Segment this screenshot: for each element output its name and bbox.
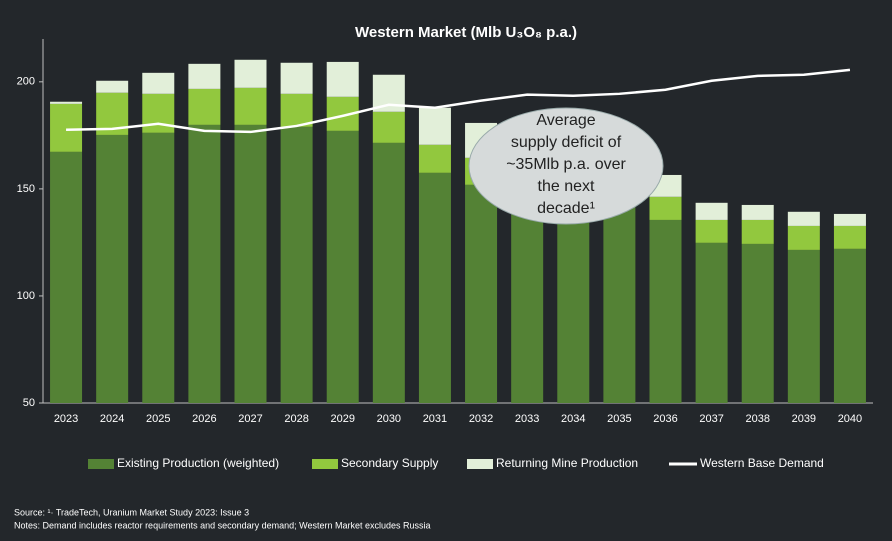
bar-segment xyxy=(649,219,682,403)
y-tick-label: 150 xyxy=(17,183,35,195)
footnote: Notes: Demand includes reactor requireme… xyxy=(14,520,431,530)
bar-segment xyxy=(695,219,728,243)
legend-swatch xyxy=(88,459,114,469)
bar-segment xyxy=(188,88,221,125)
footnote: Source: ¹· TradeTech, Uranium Market Stu… xyxy=(14,507,249,517)
bar-segment xyxy=(234,124,267,403)
bar-segment xyxy=(142,132,175,404)
bar-segment xyxy=(280,93,313,127)
demand-line xyxy=(66,68,851,134)
bar-segment xyxy=(465,184,498,403)
legend-label: Existing Production (weighted) xyxy=(117,456,279,470)
annotation-text: ~35Mlb p.a. over xyxy=(506,156,626,173)
x-tick-label: 2035 xyxy=(607,413,631,425)
y-tick-label: 100 xyxy=(17,290,35,302)
bar-segment xyxy=(741,219,774,244)
bar-segment xyxy=(326,61,359,97)
bar-segment xyxy=(649,196,682,220)
legend-swatch xyxy=(467,459,493,469)
x-tick-label: 2040 xyxy=(838,413,862,425)
bar-segment xyxy=(833,213,866,226)
bar-segment xyxy=(833,248,866,403)
bar-segment xyxy=(741,243,774,403)
bar-segment xyxy=(418,172,451,403)
bar-segment xyxy=(603,203,636,403)
bar-segment xyxy=(787,249,820,403)
x-tick-label: 2026 xyxy=(192,413,216,425)
x-tick-label: 2029 xyxy=(330,413,354,425)
bar-segment xyxy=(142,93,175,133)
bar-segment xyxy=(188,124,221,403)
x-tick-label: 2024 xyxy=(100,413,124,425)
legend-label: Secondary Supply xyxy=(341,456,438,470)
bar-segment xyxy=(50,101,83,104)
x-tick-label: 2025 xyxy=(146,413,170,425)
x-tick-label: 2036 xyxy=(653,413,677,425)
annotation-text: supply deficit of xyxy=(511,134,622,151)
bar-segment xyxy=(741,204,774,220)
bar-segment xyxy=(372,142,405,404)
x-tick-label: 2030 xyxy=(377,413,401,425)
x-tick-label: 2028 xyxy=(284,413,308,425)
bar-segment xyxy=(695,242,728,403)
bar-segment xyxy=(96,134,129,403)
x-tick-label: 2023 xyxy=(54,413,78,425)
legend-label: Western Base Demand xyxy=(700,456,824,470)
bar-segment xyxy=(833,225,866,249)
bar-segment xyxy=(418,107,451,145)
bar-segment xyxy=(142,72,175,94)
bar-segment xyxy=(50,103,83,152)
legend-label: Returning Mine Production xyxy=(496,456,638,470)
x-tick-label: 2031 xyxy=(423,413,447,425)
x-tick-label: 2034 xyxy=(561,413,585,425)
annotation-text: the next xyxy=(538,178,595,195)
y-tick-label: 200 xyxy=(17,76,35,88)
annotation-text: decade¹ xyxy=(537,200,595,217)
bar-segment xyxy=(96,80,129,93)
annotation-text: Average xyxy=(536,112,595,129)
bar-segment xyxy=(326,130,359,403)
bar-segment xyxy=(695,202,728,220)
x-tick-label: 2032 xyxy=(469,413,493,425)
bar-segment xyxy=(372,111,405,143)
bar-segment xyxy=(787,225,820,250)
annotation-bubble xyxy=(468,107,664,225)
chart-title: Western Market (Mlb U₃O₈ p.a.) xyxy=(355,24,577,41)
x-tick-label: 2027 xyxy=(238,413,262,425)
bar-segment xyxy=(50,151,83,403)
x-tick-label: 2037 xyxy=(699,413,723,425)
bar-segment xyxy=(234,59,267,88)
x-tick-label: 2033 xyxy=(515,413,539,425)
bar-segment xyxy=(188,63,221,89)
bar-segment xyxy=(280,126,313,403)
x-tick-label: 2038 xyxy=(745,413,769,425)
bar-segment xyxy=(787,211,820,226)
x-tick-label: 2039 xyxy=(792,413,816,425)
legend-swatch xyxy=(312,459,338,469)
bar-segment xyxy=(234,87,267,125)
bar-segment xyxy=(280,62,313,94)
y-tick-label: 50 xyxy=(23,397,35,409)
bar-segment xyxy=(418,144,451,173)
